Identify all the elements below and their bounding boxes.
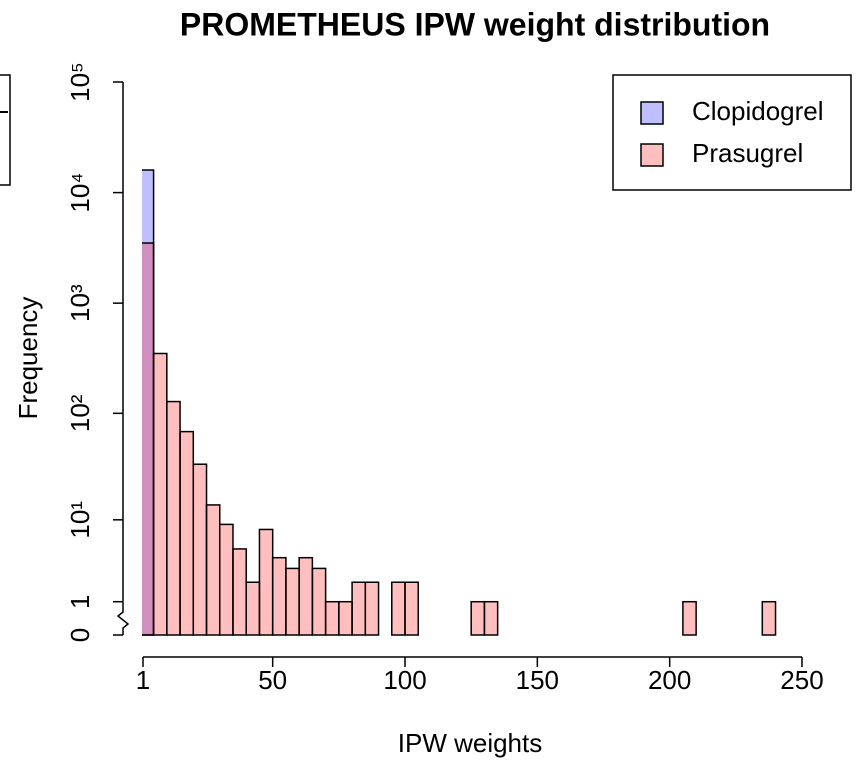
bar <box>219 523 234 636</box>
bar <box>391 581 406 636</box>
bar <box>152 352 168 636</box>
bar <box>192 463 208 636</box>
bar <box>682 600 697 636</box>
x-axis-title: IPW weights <box>398 728 543 758</box>
bar <box>404 581 419 636</box>
bar <box>761 600 777 636</box>
y-tick-label: 10⁵ <box>65 62 95 102</box>
bar <box>258 528 274 636</box>
bar <box>364 581 380 636</box>
bar <box>142 242 155 636</box>
bar <box>205 504 221 636</box>
y-tick-label: 0 <box>65 628 95 642</box>
bar <box>483 600 499 636</box>
axis-break <box>116 602 130 635</box>
bar <box>470 600 486 636</box>
bar <box>311 567 327 636</box>
bar <box>298 556 314 636</box>
y-tick-label: 10² <box>65 394 95 432</box>
bar <box>324 600 340 636</box>
y-tick-label: 10³ <box>65 284 95 322</box>
x-tick-label: 50 <box>258 665 287 695</box>
cropped-box <box>0 74 11 186</box>
bar <box>285 567 300 636</box>
legend-swatch <box>640 143 664 167</box>
y-axis-title: Frequency <box>13 297 43 420</box>
x-tick-label: 100 <box>383 665 426 695</box>
legend-label: Prasugrel <box>692 138 803 168</box>
chart-title: PROMETHEUS IPW weight distribution <box>180 6 770 42</box>
x-tick-label: 200 <box>648 665 691 695</box>
y-tick-label: 10¹ <box>65 501 95 539</box>
bar <box>338 600 353 636</box>
bar <box>245 581 261 636</box>
bar <box>166 400 181 636</box>
bar <box>351 581 367 636</box>
y-tick-label: 10⁴ <box>65 173 95 213</box>
x-tick-label: 150 <box>516 665 559 695</box>
legend-box <box>612 74 852 191</box>
y-tick-label: 1 <box>65 594 95 608</box>
bars <box>142 169 777 636</box>
bar <box>232 548 247 636</box>
bar <box>271 556 287 636</box>
x-tick-label: 1 <box>136 665 150 695</box>
legend-label: Clopidogrel <box>692 96 824 126</box>
bar <box>179 430 195 636</box>
x-tick-label: 250 <box>780 665 823 695</box>
legend-swatch <box>640 101 664 125</box>
